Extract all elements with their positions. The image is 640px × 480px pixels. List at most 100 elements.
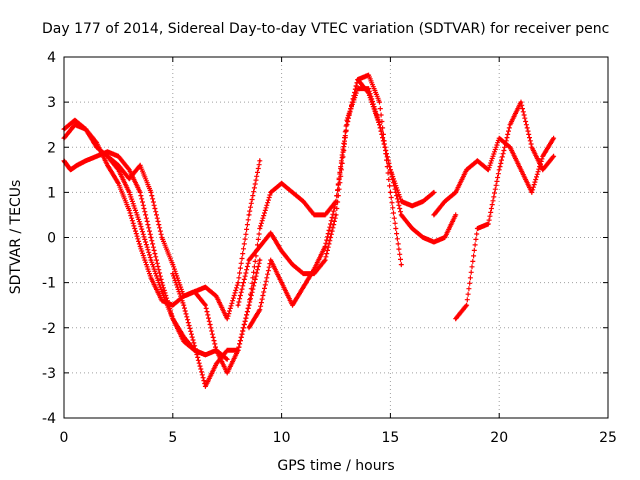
x-tick-label: 10: [273, 430, 291, 446]
x-tick-label: 5: [168, 430, 177, 446]
data-point: [367, 87, 370, 90]
data-point: [530, 146, 534, 149]
data-point: [454, 213, 457, 217]
data-point: [389, 191, 392, 194]
data-point: [378, 100, 381, 104]
data-point: [410, 204, 414, 208]
data-point: [128, 191, 131, 194]
x-tick-label: 0: [60, 430, 69, 446]
data-point: [487, 222, 490, 226]
series-markers: [453, 99, 557, 322]
data-point: [171, 263, 174, 266]
x-tick-label: 15: [381, 430, 399, 446]
data-point: [171, 272, 174, 275]
data-point: [302, 285, 305, 289]
data-point: [269, 231, 272, 235]
data-point: [421, 236, 425, 239]
data-point: [215, 294, 218, 298]
data-point: [236, 349, 240, 352]
data-point: [149, 191, 153, 194]
data-point: [487, 168, 490, 172]
data-point: [160, 299, 164, 302]
data-point: [400, 263, 403, 266]
data-point: [204, 385, 207, 388]
data-point: [389, 168, 392, 172]
data-point: [117, 164, 120, 167]
data-point: [356, 78, 359, 81]
x-tick-label: 25: [599, 430, 617, 446]
axes: 0 5 10 15 20 25 -4 -3 -2 -1 0 1 2 3 4: [42, 50, 617, 446]
data-point: [454, 317, 457, 320]
data-point: [69, 168, 72, 172]
data-point: [421, 200, 425, 203]
data-point: [378, 123, 381, 126]
data-point: [519, 168, 523, 172]
x-axis-label: GPS time / hours: [277, 458, 394, 474]
data-point: [530, 191, 534, 194]
series-arc-4: [105, 153, 263, 322]
data-point: [454, 191, 457, 194]
data-point: [356, 87, 359, 90]
data-point: [95, 155, 98, 158]
data-point: [171, 317, 174, 320]
y-tick-label: 0: [47, 231, 56, 247]
chart-title: Day 177 of 2014, Sidereal Day-to-day VTE…: [42, 21, 609, 37]
data-point: [128, 168, 131, 172]
data-point: [117, 182, 120, 185]
y-axis-label: SDTVAR / TECUs: [8, 180, 24, 295]
data-point: [193, 290, 196, 293]
series-markers: [61, 149, 208, 358]
data-point: [128, 177, 131, 181]
data-point: [498, 168, 501, 172]
grid-lines: [64, 57, 608, 418]
data-point: [291, 263, 294, 266]
data-point: [247, 326, 251, 329]
x-tick-label: 20: [490, 430, 508, 446]
data-point: [138, 164, 142, 167]
data-point: [106, 164, 109, 167]
data-point: [323, 245, 327, 248]
y-tick-label: -3: [42, 366, 56, 382]
data-point: [247, 258, 251, 262]
data-point: [236, 281, 240, 284]
series-arc-8: [453, 99, 557, 322]
data-point: [552, 155, 555, 158]
data-point: [508, 123, 512, 126]
y-tick-label: 4: [47, 50, 56, 66]
data-point: [160, 236, 164, 239]
data-point: [280, 281, 283, 284]
data-point: [258, 227, 262, 230]
data-point: [117, 155, 120, 158]
data-point: [149, 258, 153, 262]
data-point: [269, 191, 272, 194]
y-tick-label: 3: [47, 95, 56, 111]
data-point: [258, 245, 262, 248]
data-point: [215, 349, 218, 352]
data-point: [258, 258, 262, 262]
data-point: [345, 118, 349, 122]
data-point: [258, 308, 262, 311]
data-point: [465, 303, 468, 307]
data-point: [128, 209, 131, 212]
data-point: [313, 213, 316, 217]
data-point: [400, 213, 403, 217]
data-point: [204, 285, 207, 289]
data-point: [476, 159, 479, 162]
data-point: [498, 137, 501, 140]
data-point: [149, 276, 153, 280]
data-point: [149, 236, 153, 239]
data-point: [75, 164, 79, 167]
data-point: [106, 150, 109, 153]
data-point: [193, 344, 196, 347]
y-tick-label: 2: [47, 140, 56, 156]
data-point: [171, 303, 174, 307]
data-point: [247, 303, 251, 307]
data-point: [84, 128, 87, 131]
data-point: [313, 267, 316, 271]
data-point: [323, 258, 327, 262]
series-arc-5: [170, 72, 404, 389]
data-point: [182, 303, 185, 307]
data-point: [541, 168, 544, 172]
data-point: [269, 258, 272, 262]
